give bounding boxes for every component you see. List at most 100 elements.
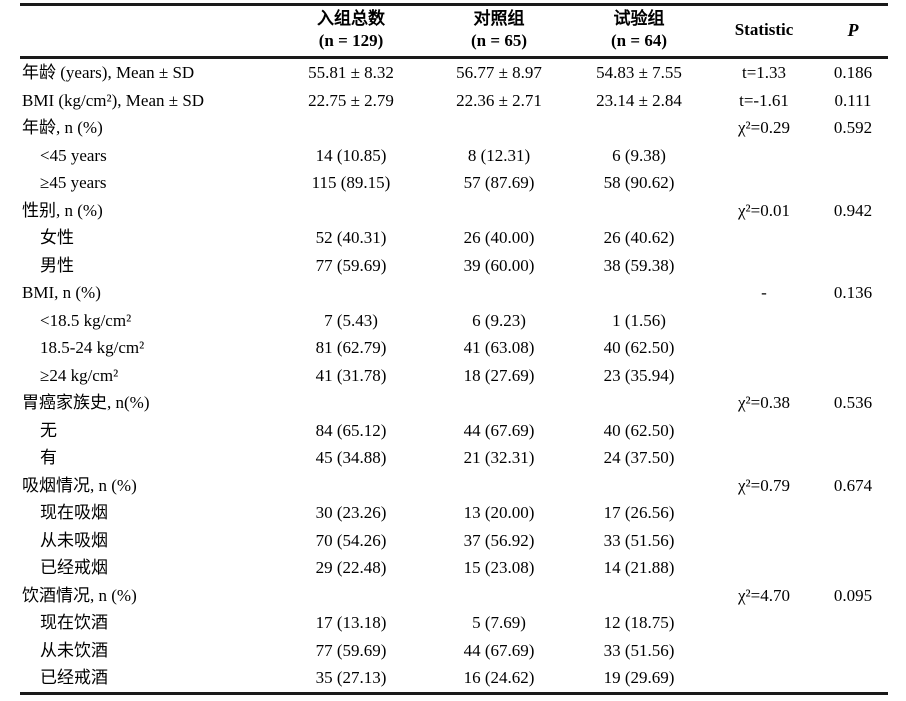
control-cell — [430, 197, 568, 225]
col-header-total-title: 入组总数 — [317, 9, 385, 28]
col-header-total-n: (n = 129) — [318, 31, 384, 50]
row-label: 已经戒酒 — [40, 668, 108, 687]
trial-cell: 54.83 ± 7.55 — [596, 63, 682, 82]
col-header-control: 对照组 (n = 65) — [430, 4, 568, 59]
baseline-characteristics-table: 入组总数 (n = 129) 对照组 (n = 65) 试验组 (n = 64)… — [20, 3, 888, 695]
trial-cell — [568, 279, 710, 307]
p-cell: 0.536 — [833, 393, 873, 412]
statistic-cell: χ²=0.79 — [738, 475, 790, 495]
trial-cell: 33 (51.56) — [603, 640, 675, 660]
statistic-cell — [710, 664, 818, 693]
total-cell: 77 (59.69) — [315, 255, 387, 275]
statistic-cell: χ²=0.29 — [738, 118, 790, 137]
control-cell — [430, 114, 568, 142]
statistic-cell — [710, 417, 818, 445]
col-header-control-n: (n = 65) — [471, 31, 527, 50]
row-label: 饮酒情况, n (%) — [22, 585, 137, 605]
p-cell — [818, 417, 888, 445]
control-cell — [430, 582, 568, 610]
trial-cell: 19 (29.69) — [603, 668, 675, 687]
table-row: 胃癌家族史, n(%) χ²=0.38 0.536 — [20, 389, 888, 417]
control-cell: 44 (67.69) — [463, 640, 535, 660]
statistic-cell — [710, 142, 818, 170]
trial-cell: 23 (35.94) — [603, 365, 675, 385]
table-row: <45 years 14 (10.85) 8 (12.31) 6 (9.38) — [20, 142, 888, 170]
trial-cell: 17 (26.56) — [603, 503, 675, 522]
trial-cell: 23.14 ± 2.84 — [596, 90, 682, 110]
total-cell — [272, 279, 430, 307]
statistic-cell — [710, 444, 818, 472]
statistic-cell — [710, 334, 818, 362]
p-cell: 0.111 — [834, 90, 872, 110]
table-row: 从未饮酒 77 (59.69) 44 (67.69) 33 (51.56) — [20, 637, 888, 665]
table-row: 年龄 (years), Mean ± SD 55.81 ± 8.32 56.77 ±… — [20, 58, 888, 87]
row-label: 现在饮酒 — [40, 613, 108, 632]
trial-cell: 40 (62.50) — [603, 338, 675, 357]
table-row: 年龄, n (%) χ²=0.29 0.592 — [20, 114, 888, 142]
trial-cell: 33 (51.56) — [603, 530, 675, 550]
p-cell — [818, 527, 888, 555]
total-cell: 81 (62.79) — [315, 338, 387, 357]
table-row: 已经戒酒 35 (27.13) 16 (24.62) 19 (29.69) — [20, 664, 888, 693]
statistic-cell — [710, 252, 818, 280]
control-cell — [430, 472, 568, 500]
statistic-cell: χ²=0.01 — [738, 200, 790, 220]
control-cell: 41 (63.08) — [463, 338, 535, 357]
table-row: 已经戒烟 29 (22.48) 15 (23.08) 14 (21.88) — [20, 554, 888, 582]
row-label: <45 years — [40, 145, 107, 165]
total-cell: 115 (89.15) — [311, 173, 391, 192]
total-cell: 52 (40.31) — [315, 228, 387, 247]
trial-cell — [568, 197, 710, 225]
row-label: 年龄, n (%) — [22, 118, 103, 137]
control-cell: 21 (32.31) — [463, 448, 535, 467]
control-cell: 37 (56.92) — [463, 530, 535, 550]
p-cell — [818, 307, 888, 335]
total-cell: 30 (23.26) — [315, 503, 387, 522]
row-label: 已经戒烟 — [40, 558, 108, 577]
control-cell — [430, 279, 568, 307]
trial-cell: 38 (59.38) — [603, 255, 675, 275]
statistic-cell: t=1.33 — [741, 63, 787, 82]
p-cell — [818, 609, 888, 637]
col-header-statistic: Statistic — [710, 4, 818, 59]
row-label: BMI (kg/cm²), Mean ± SD — [22, 90, 205, 110]
table-row: 性别, n (%) χ²=0.01 0.942 — [20, 197, 888, 225]
control-cell: 57 (87.69) — [463, 173, 535, 192]
p-cell — [818, 169, 888, 197]
row-label: 从未饮酒 — [40, 640, 108, 660]
table-row: 女性 52 (40.31) 26 (40.00) 26 (40.62) — [20, 224, 888, 252]
table-row: 吸烟情况, n (%) χ²=0.79 0.674 — [20, 472, 888, 500]
total-cell: 22.75 ± 2.79 — [308, 90, 394, 110]
control-cell: 8 (12.31) — [467, 145, 531, 165]
row-label: 男性 — [40, 255, 74, 275]
statistic-cell — [710, 307, 818, 335]
table-row: BMI, n (%) - 0.136 — [20, 279, 888, 307]
p-cell — [818, 252, 888, 280]
row-label: 有 — [40, 448, 57, 467]
p-cell — [818, 554, 888, 582]
control-cell: 39 (60.00) — [463, 255, 535, 275]
table-header: 入组总数 (n = 129) 对照组 (n = 65) 试验组 (n = 64)… — [20, 4, 888, 59]
total-cell: 70 (54.26) — [315, 530, 387, 550]
total-cell: 7 (5.43) — [324, 310, 378, 330]
trial-cell: 1 (1.56) — [612, 310, 666, 330]
statistic-cell — [710, 609, 818, 637]
statistic-cell: χ²=0.38 — [738, 393, 790, 412]
statistic-cell — [710, 499, 818, 527]
control-cell: 16 (24.62) — [463, 668, 535, 687]
control-cell: 22.36 ± 2.71 — [456, 90, 542, 110]
p-cell: 0.095 — [833, 585, 873, 605]
p-cell — [818, 224, 888, 252]
row-label: <18.5 kg/cm² — [40, 310, 132, 330]
table-row: 从未吸烟 70 (54.26) 37 (56.92) 33 (51.56) — [20, 527, 888, 555]
col-header-trial-n: (n = 64) — [611, 31, 667, 50]
row-label: 女性 — [40, 228, 74, 247]
total-cell: 17 (13.18) — [315, 613, 387, 632]
table-body: 年龄 (years), Mean ± SD 55.81 ± 8.32 56.77 ±… — [20, 58, 888, 694]
statistic-cell — [710, 224, 818, 252]
table-row: 现在吸烟 30 (23.26) 13 (20.00) 17 (26.56) — [20, 499, 888, 527]
p-cell — [818, 142, 888, 170]
control-cell: 15 (23.08) — [463, 558, 535, 577]
statistic-cell — [710, 362, 818, 390]
control-cell — [430, 389, 568, 417]
